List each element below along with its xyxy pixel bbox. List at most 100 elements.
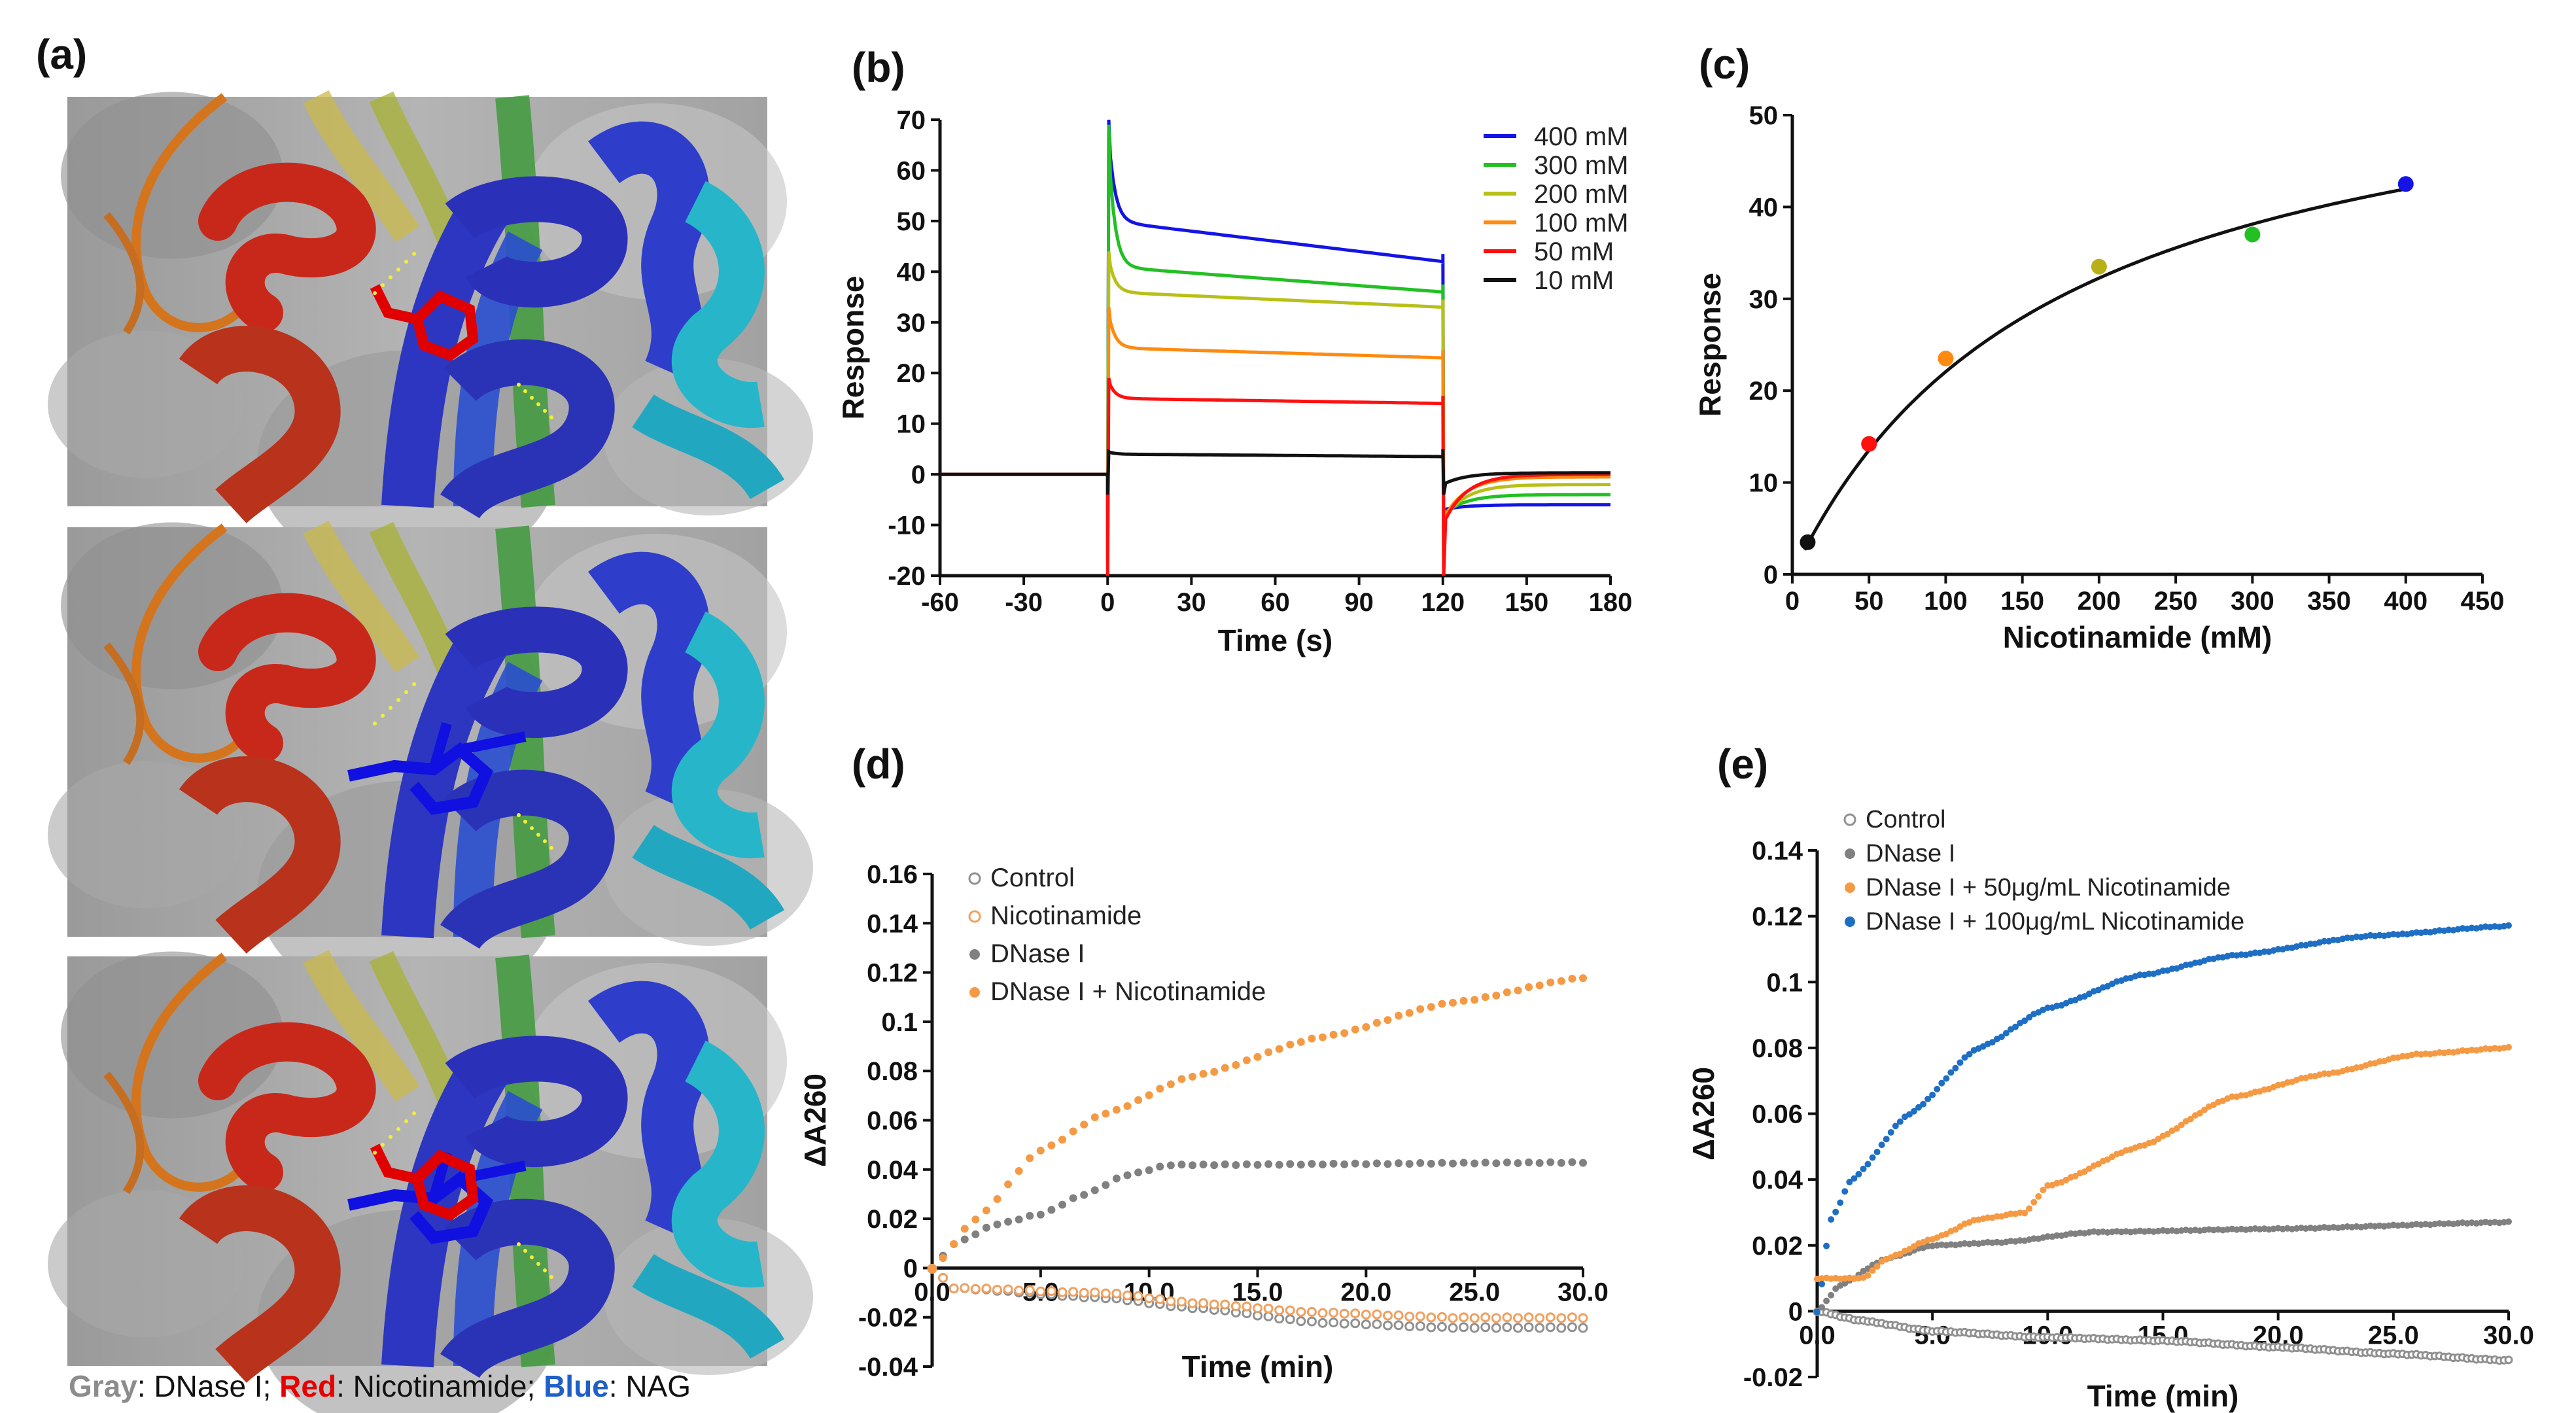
y-tick-label: 0 <box>911 461 926 489</box>
data-point <box>1567 1312 1577 1323</box>
data-point <box>2229 1093 2236 1100</box>
data-point <box>1308 1160 1316 1168</box>
x-tick-label: 250 <box>2154 587 2198 616</box>
data-point <box>1471 1159 1479 1168</box>
x-tick-label: 450 <box>2461 587 2505 616</box>
data-point <box>1579 974 1587 983</box>
data-point <box>1480 1312 1491 1323</box>
data-point <box>1079 1287 1089 1298</box>
data-point <box>1502 1312 1512 1323</box>
hbond-dot <box>381 714 385 718</box>
data-point <box>1404 1312 1415 1322</box>
data-point <box>1306 1316 1317 1327</box>
data-point <box>1361 1319 1371 1330</box>
data-point <box>1383 1310 1393 1321</box>
y-tick-label: 0.12 <box>1752 903 1803 932</box>
x-axis-label: Time (min) <box>1182 1350 1334 1384</box>
data-point <box>1372 1309 1382 1319</box>
data-point <box>1189 1161 1196 1170</box>
x-tick-label: 20.0 <box>1340 1278 1391 1306</box>
data-point <box>1274 1305 1285 1316</box>
data-point <box>1319 1160 1327 1169</box>
x-tick-label: 0 <box>1100 588 1115 617</box>
hbond-dot <box>543 409 547 413</box>
data-point <box>1395 1011 1403 1020</box>
data-point <box>1296 1306 1306 1317</box>
data-point <box>1340 1160 1349 1168</box>
data-point <box>1491 1313 1501 1323</box>
data-point <box>1329 1308 1339 1318</box>
data-point <box>1492 991 1501 1000</box>
data-point <box>1046 1286 1056 1297</box>
nicotinamide-ligand <box>411 1149 479 1221</box>
data-point <box>1535 1313 1545 1323</box>
helix-cyan-2 <box>632 1253 785 1360</box>
data-point <box>1047 1206 1056 1214</box>
data-point <box>1883 1136 1890 1143</box>
hbond-dot <box>396 698 400 702</box>
data-point <box>2321 937 2328 945</box>
data-point <box>960 1225 969 1233</box>
legend-label: Control <box>990 864 1075 892</box>
data-point <box>2399 1053 2406 1060</box>
y-tick-label: 40 <box>1749 193 1779 222</box>
y-tick-label: -0.04 <box>858 1353 918 1382</box>
data-point <box>1189 1072 1196 1081</box>
y-axis-label: Response <box>1693 273 1727 417</box>
legend-label: 50 mM <box>1534 237 1614 266</box>
data-point <box>1471 996 1479 1004</box>
data-point <box>1080 1191 1088 1199</box>
data-point <box>1841 1188 1849 1195</box>
x-tick-label: 15.0 <box>1232 1278 1283 1306</box>
helix-cyan-2 <box>632 394 785 500</box>
y-tick-label: 30 <box>897 309 926 338</box>
legend-label: DNase I + Nicotinamide <box>990 977 1266 1006</box>
hbond-dot <box>389 706 392 710</box>
data-point <box>1187 1298 1198 1308</box>
data-point <box>2187 1115 2194 1123</box>
y-tick-label: 0.06 <box>1752 1100 1803 1129</box>
data-point <box>1372 1159 1381 1168</box>
data-point <box>938 1272 949 1283</box>
data-point <box>1523 1322 1534 1333</box>
helix-blue <box>445 606 628 738</box>
data-point <box>1134 1168 1143 1177</box>
data-point <box>1156 1085 1164 1093</box>
data-point <box>1832 1285 1839 1293</box>
data-point <box>1026 1212 1034 1220</box>
data-point <box>2201 1106 2208 1113</box>
hbond-dot <box>517 383 521 387</box>
data-point <box>2306 940 2314 947</box>
data-point <box>2397 176 2414 192</box>
legend-label: Control <box>1866 806 1946 833</box>
data-point <box>2026 1014 2033 1021</box>
data-point <box>1057 1287 1068 1297</box>
series-line-100-mM <box>940 307 1610 566</box>
data-point <box>1317 1308 1328 1318</box>
legend-marker <box>969 949 980 960</box>
data-point <box>1003 1284 1013 1295</box>
data-point <box>1929 1091 1936 1098</box>
data-point <box>1253 1303 1262 1314</box>
data-point <box>2390 1055 2397 1062</box>
data-point <box>1253 1053 1262 1061</box>
panel-a-structures <box>48 90 813 1413</box>
data-point <box>1264 1160 1273 1168</box>
data-point <box>1481 993 1489 1002</box>
y-tick-label: -0.02 <box>1743 1363 1803 1392</box>
legend-label: DNase I + 100μg/mL Nicotinamide <box>1866 908 2244 935</box>
data-point <box>1545 1322 1556 1333</box>
data-point <box>2306 1073 2314 1080</box>
hbond-dot <box>389 275 392 279</box>
data-point <box>1100 1288 1111 1299</box>
data-point <box>1984 1214 1991 1221</box>
x-tick-label: 60 <box>1261 588 1290 617</box>
data-point <box>1286 1160 1295 1168</box>
data-point <box>1910 1108 1917 1115</box>
data-point <box>1242 1301 1252 1312</box>
data-point <box>1123 1102 1132 1110</box>
hbond-dot <box>523 1249 527 1253</box>
data-point <box>2344 934 2351 941</box>
data-point <box>1384 1160 1392 1168</box>
